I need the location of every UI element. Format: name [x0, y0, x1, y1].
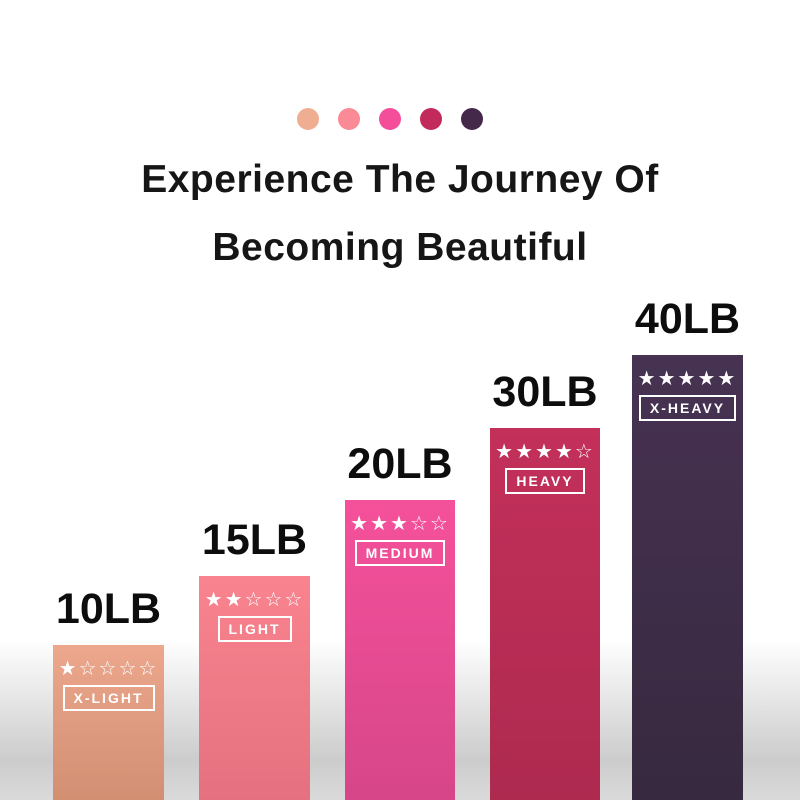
bar-value-label: 30LB — [492, 368, 598, 416]
bar-value-label: 10LB — [55, 585, 162, 633]
bar-10lb: ★☆☆☆☆ X-LIGHT — [53, 645, 164, 800]
weight-tag: LIGHT — [217, 616, 292, 643]
bar-40lb: ★★★★★ X-HEAVY — [632, 355, 743, 800]
weight-tag: X-HEAVY — [638, 395, 737, 422]
bar-30lb: ★★★★☆ HEAVY — [490, 428, 600, 800]
star-rating: ★★★★★ — [637, 366, 738, 390]
bar-group-30lb: 30LB ★★★★☆ HEAVY — [490, 368, 600, 800]
palette-dot-4 — [420, 108, 442, 130]
bar-group-40lb: 40LB ★★★★★ X-HEAVY — [632, 295, 743, 800]
bar-value-label: 20LB — [347, 440, 453, 488]
bar-20lb: ★★★☆☆ MEDIUM — [345, 500, 455, 800]
page-title-line-1: Experience The Journey Of — [141, 158, 659, 201]
weight-tag: HEAVY — [505, 468, 585, 495]
star-rating: ★★☆☆☆ — [204, 587, 305, 611]
bar-group-20lb: 20LB ★★★☆☆ MEDIUM — [345, 440, 455, 800]
star-rating: ★★★☆☆ — [350, 511, 450, 535]
bar-15lb: ★★☆☆☆ LIGHT — [199, 576, 310, 800]
palette-dot-3 — [379, 108, 401, 130]
bar-group-10lb: 10LB ★☆☆☆☆ X-LIGHT — [53, 585, 164, 800]
weight-tag: MEDIUM — [354, 540, 446, 567]
bar-group-15lb: 15LB ★★☆☆☆ LIGHT — [199, 516, 310, 800]
palette-dot-5 — [461, 108, 483, 130]
bar-value-label: 15LB — [201, 516, 308, 564]
star-rating: ★★★★☆ — [495, 439, 595, 463]
bar-value-label: 40LB — [634, 295, 741, 343]
palette-dot-1 — [297, 108, 319, 130]
page-title: Experience The Journey Of Becoming Beaut… — [0, 146, 800, 282]
page-title-line-2: Becoming Beautiful — [212, 226, 588, 269]
star-rating: ★☆☆☆☆ — [58, 656, 159, 680]
palette-dot-2 — [338, 108, 360, 130]
palette-dots-row — [0, 108, 790, 130]
weight-tag: X-LIGHT — [62, 685, 155, 712]
